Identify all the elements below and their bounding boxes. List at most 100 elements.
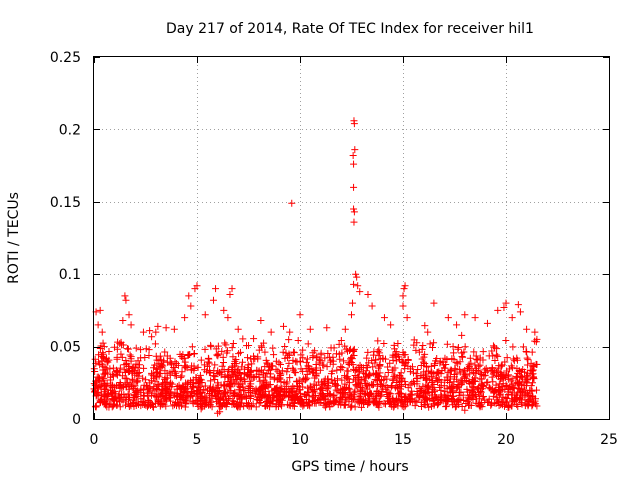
data-point <box>271 385 279 393</box>
data-point <box>115 392 123 400</box>
data-point <box>178 372 186 380</box>
data-point <box>501 402 509 410</box>
data-point <box>448 398 456 406</box>
data-point <box>93 378 101 386</box>
data-point <box>97 395 105 403</box>
data-point <box>311 347 319 355</box>
data-point <box>106 365 114 373</box>
data-point <box>433 369 441 377</box>
data-point <box>466 354 474 362</box>
data-point <box>96 344 104 352</box>
data-point <box>503 398 511 406</box>
data-point <box>236 384 244 392</box>
data-point <box>304 340 312 348</box>
data-point <box>363 354 371 362</box>
data-point <box>153 385 161 393</box>
data-point <box>296 311 304 319</box>
data-point <box>224 314 232 322</box>
data-point <box>134 357 142 365</box>
data-point <box>385 389 393 397</box>
data-point <box>277 361 285 369</box>
data-point <box>98 357 106 365</box>
data-point <box>422 372 430 380</box>
data-point <box>443 373 451 381</box>
data-point <box>424 396 432 404</box>
data-point <box>148 333 156 341</box>
data-point <box>281 342 289 350</box>
data-point <box>342 374 350 382</box>
data-point <box>222 341 230 349</box>
data-point <box>373 369 381 377</box>
data-point <box>461 311 469 319</box>
data-point <box>398 382 406 390</box>
data-point <box>145 401 153 409</box>
data-point <box>413 387 421 395</box>
data-point <box>268 400 276 408</box>
data-point <box>164 383 172 391</box>
data-point <box>392 378 400 386</box>
data-point <box>127 355 135 363</box>
data-point <box>461 406 469 414</box>
data-point <box>453 385 461 393</box>
data-point <box>376 392 384 400</box>
data-point <box>350 365 358 373</box>
data-point <box>352 270 360 278</box>
data-point <box>201 382 209 390</box>
data-point <box>159 362 167 370</box>
data-point <box>512 391 520 399</box>
data-point <box>503 395 511 403</box>
data-point <box>254 353 262 361</box>
data-point <box>262 356 270 364</box>
data-point <box>316 366 324 374</box>
data-point <box>514 379 522 387</box>
data-point <box>324 350 332 358</box>
data-point <box>242 393 250 401</box>
data-point <box>357 375 365 383</box>
data-point <box>295 396 303 404</box>
data-point <box>527 359 535 367</box>
data-point <box>335 340 343 348</box>
data-point <box>214 350 222 358</box>
data-point <box>389 394 397 402</box>
data-point <box>386 359 394 367</box>
data-point <box>134 390 142 398</box>
data-point <box>120 391 128 399</box>
data-point <box>481 371 489 379</box>
data-point <box>205 359 213 367</box>
data-point <box>509 343 517 351</box>
data-point <box>127 321 135 329</box>
data-point <box>117 338 125 346</box>
data-point <box>216 408 224 416</box>
data-point <box>162 324 170 332</box>
data-point <box>158 382 166 390</box>
data-point <box>478 382 486 390</box>
data-point <box>224 371 232 379</box>
data-point <box>312 369 320 377</box>
data-point <box>279 348 287 356</box>
data-point <box>478 375 486 383</box>
data-point <box>499 382 507 390</box>
data-point <box>167 389 175 397</box>
data-point <box>500 372 508 380</box>
data-point <box>356 380 364 388</box>
data-point <box>503 354 511 362</box>
data-point <box>441 387 449 395</box>
data-point <box>458 331 466 339</box>
data-point <box>139 374 147 382</box>
data-point <box>434 378 442 386</box>
data-point <box>530 399 538 407</box>
data-point <box>93 391 101 399</box>
data-point <box>111 343 119 351</box>
data-point <box>298 378 306 386</box>
data-point <box>247 367 255 375</box>
data-point <box>454 343 462 351</box>
data-point <box>374 337 382 345</box>
data-point <box>310 380 318 388</box>
data-point <box>516 389 524 397</box>
data-point <box>162 378 170 386</box>
data-point <box>321 354 329 362</box>
data-point <box>390 341 398 349</box>
data-point <box>355 393 363 401</box>
data-point <box>310 387 318 395</box>
data-point <box>350 160 358 168</box>
